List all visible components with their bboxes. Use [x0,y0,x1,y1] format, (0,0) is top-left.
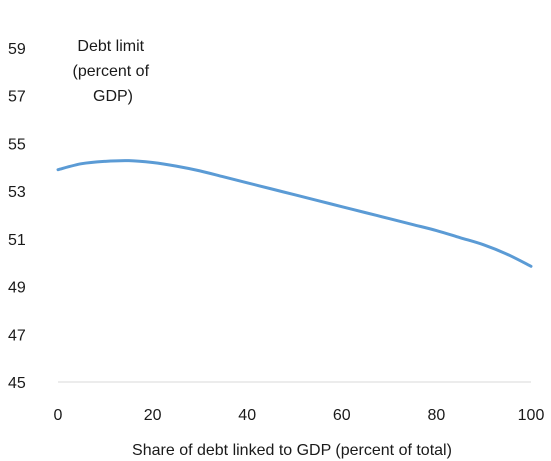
y-tick-labels: 45 47 49 51 53 55 57 59 [8,41,26,392]
y-axis-title-line-3: GDP) [93,88,133,105]
x-axis-title: Share of debt linked to GDP (percent of … [132,442,452,459]
x-tick-label: 60 [333,407,351,424]
x-tick-label: 40 [238,407,256,424]
y-tick-label: 47 [8,327,26,344]
y-tick-label: 59 [8,41,26,58]
y-tick-label: 49 [8,280,26,297]
series-line [56,159,533,268]
y-axis-title-line-2: (percent of [73,63,150,80]
y-tick-label: 57 [8,89,26,106]
x-tick-label: 80 [428,407,446,424]
x-tick-label: 100 [518,407,545,424]
x-tick-label: 20 [144,407,162,424]
x-tick-labels: 0 20 40 60 80 100 [54,407,545,424]
y-axis-title: Debt limit (percent of GDP) [73,38,154,105]
y-tick-label: 55 [8,136,26,153]
y-tick-label: 45 [8,375,26,392]
y-tick-label: 51 [8,232,26,249]
y-axis-title-line-1: Debt limit [77,38,144,55]
y-tick-label: 53 [8,184,26,201]
x-tick-label: 0 [54,407,63,424]
